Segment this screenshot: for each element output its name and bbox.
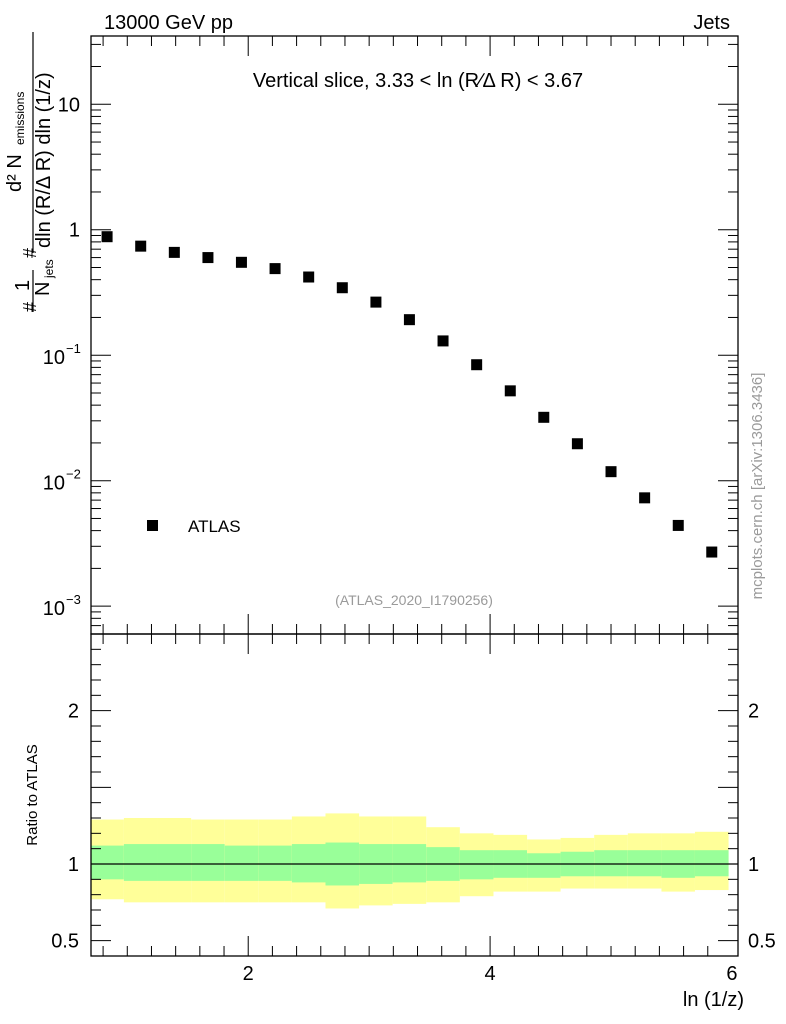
- data-point-atlas: [706, 546, 718, 558]
- ratio-tick-label-right: 2: [748, 701, 759, 723]
- chart-title: Vertical slice, 3.33 < ln (R∕Δ R) < 3.67: [253, 70, 583, 92]
- y-tick-label-exponent: −1: [66, 341, 81, 356]
- y-tick-label: 1: [69, 220, 80, 242]
- y-tick-label-base: 10: [43, 598, 65, 620]
- data-point-atlas: [639, 492, 651, 504]
- y-label-njets: N: [32, 282, 54, 296]
- data-point-atlas: [504, 385, 516, 397]
- data-point-atlas: [168, 246, 180, 258]
- data-points: [101, 231, 718, 558]
- data-point-atlas: [235, 256, 247, 268]
- ratio-tick-label-left: 0.5: [51, 931, 79, 953]
- y-tick-label-exponent: −2: [66, 467, 81, 482]
- analysis-tag: (ATLAS_2020_I1790256): [335, 592, 493, 608]
- y-label-d2n: d² N: [4, 154, 26, 192]
- ratio-inner-band: [258, 845, 292, 881]
- y-label-hash1: #: [20, 302, 40, 312]
- x-axis-ticks: 2 4 6: [102, 36, 738, 985]
- x-tick-label: 2: [243, 963, 254, 985]
- ratio-inner-band: [91, 845, 124, 880]
- legend: ATLAS: [147, 517, 241, 536]
- y-label-denominator: dln (R/Δ R) dln (1/z): [33, 72, 55, 248]
- data-point-atlas: [370, 296, 382, 308]
- ratio-inner-band: [392, 844, 427, 883]
- ratio-inner-band: [627, 850, 662, 877]
- header-energy-label: 13000 GeV pp: [104, 12, 233, 34]
- data-point-atlas: [336, 282, 348, 294]
- data-point-atlas: [672, 519, 684, 531]
- y-label-emissions: emissions: [13, 92, 27, 145]
- y-label-hash2: #: [20, 248, 40, 258]
- ratio-inner-band: [224, 845, 259, 881]
- data-point-atlas: [202, 252, 214, 264]
- ratio-inner-band: [694, 850, 729, 877]
- ratio-inner-band: [157, 844, 192, 881]
- x-axis-label: ln (1/z): [683, 989, 744, 1011]
- watermark: mcplots.cern.ch [arXiv:1306.3436]: [749, 373, 766, 600]
- ratio-axis-ticks: 2 2 1 1 0.5 0.5: [51, 648, 776, 953]
- data-point-atlas: [403, 314, 415, 326]
- ratio-plot-frame: [90, 633, 739, 957]
- ratio-tick-label-right: 1: [748, 854, 759, 876]
- ratio-inner-band: [191, 844, 225, 881]
- ratio-bands: [91, 813, 729, 909]
- ratio-inner-band: [594, 850, 628, 877]
- main-plot-frame: [90, 35, 739, 635]
- data-point-atlas: [101, 231, 113, 243]
- ratio-tick-label-left: 2: [68, 701, 79, 723]
- ratio-inner-band: [527, 853, 561, 878]
- ratio-inner-band: [291, 844, 326, 883]
- data-point-atlas: [605, 466, 617, 478]
- data-point-atlas: [303, 271, 315, 283]
- y-label-one: 1: [12, 280, 34, 291]
- data-point-atlas: [471, 359, 483, 371]
- y-axis-label-main: # 1 N jets # d² N emissions dln (R/Δ R) …: [4, 32, 56, 312]
- data-point-atlas: [437, 335, 449, 347]
- y-tick-label-base: 10: [43, 473, 65, 495]
- legend-marker-atlas: [147, 520, 158, 531]
- ratio-inner-band: [123, 844, 158, 881]
- data-point-atlas: [538, 411, 550, 423]
- x-tick-label: 4: [485, 963, 496, 985]
- legend-label-atlas: ATLAS: [188, 517, 241, 536]
- y-label-njets-sub: jets: [42, 259, 56, 279]
- ratio-tick-label-left: 1: [68, 854, 79, 876]
- y-tick-label-exponent: −3: [66, 592, 81, 607]
- data-point-atlas: [571, 438, 583, 450]
- header-jets-label: Jets: [693, 12, 730, 34]
- x-tick-label: 6: [726, 963, 737, 985]
- y-axis-label-ratio: Ratio to ATLAS: [24, 744, 41, 845]
- y-tick-label-base: 10: [43, 347, 65, 369]
- ratio-tick-label-right: 0.5: [748, 931, 776, 953]
- data-point-atlas: [135, 240, 147, 252]
- y-tick-label: 10: [58, 94, 80, 116]
- ratio-inner-band: [459, 850, 494, 880]
- data-point-atlas: [269, 263, 281, 275]
